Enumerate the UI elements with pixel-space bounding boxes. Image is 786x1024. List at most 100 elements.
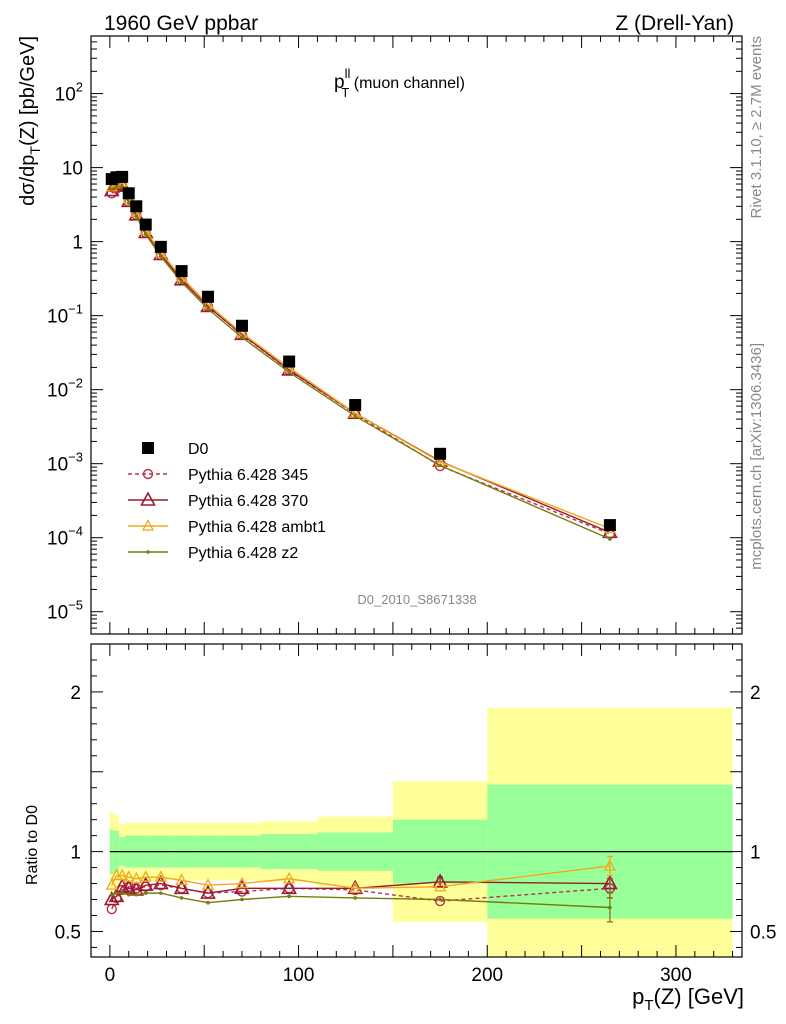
analysis-id: D0_2010_S8671338 <box>357 592 476 607</box>
data-marker <box>281 879 297 895</box>
data-marker <box>130 200 143 213</box>
data-marker <box>139 870 152 882</box>
legend: D0 Pythia 6.428 345 Pythia 6.428 370 Pythia… <box>128 441 326 562</box>
ratio-y-tick-label: 2 <box>70 683 81 704</box>
series-line <box>111 183 611 534</box>
series-p345 <box>106 179 616 539</box>
data-marker <box>438 897 442 902</box>
legend-label: Pythia 6.428 370 <box>188 493 308 510</box>
legend-item-p370: Pythia 6.428 370 <box>128 491 308 510</box>
data-marker <box>116 868 129 881</box>
data-marker <box>201 878 215 890</box>
x-tick-label: 0 <box>105 965 116 986</box>
data-marker <box>141 519 155 531</box>
y-tick-label: 10−4 <box>47 524 83 550</box>
data-marker <box>235 319 248 332</box>
data-marker <box>114 185 119 189</box>
series-line <box>111 884 610 910</box>
data-marker <box>126 892 131 897</box>
header-right: Z (Drell-Yan) <box>615 12 734 35</box>
series-line <box>111 865 610 890</box>
plot-title: pll T (muon channel) <box>334 66 465 100</box>
data-marker <box>353 414 357 418</box>
ratio-y-axis-label: Ratio to D0 <box>24 805 41 885</box>
data-marker <box>114 891 119 895</box>
data-marker <box>434 879 447 892</box>
main-y-axis-label: dσ/dpT(Z) [pb/GeV] <box>17 36 43 206</box>
data-marker <box>140 491 156 506</box>
series-z2 <box>109 185 612 541</box>
data-marker <box>116 170 129 183</box>
y-tick-label: 102 <box>55 80 83 106</box>
x-axis-label: pT(Z) [GeV] <box>632 984 744 1014</box>
series-data <box>105 170 616 532</box>
data-marker <box>235 876 249 889</box>
data-marker <box>142 468 154 480</box>
data-marker <box>143 891 148 895</box>
data-marker <box>206 307 210 311</box>
data-marker <box>122 870 135 882</box>
rivet-version-label: Rivet 3.1.10, ≥ 2.7M events <box>748 36 765 219</box>
legend-label: Pythia 6.428 z2 <box>188 545 298 562</box>
data-marker <box>126 201 131 206</box>
data-marker <box>283 871 296 884</box>
data-marker <box>240 335 244 340</box>
mcplots-label: mcplots.cern.ch [arXiv:1306.3436] <box>748 343 765 570</box>
data-marker <box>105 878 118 890</box>
legend-item-z2: Pythia 6.428 z2 <box>128 545 298 562</box>
data-marker <box>159 891 163 895</box>
ratio-y-tick-label-right: 0.5 <box>750 922 776 943</box>
data-marker <box>154 240 167 253</box>
data-marker <box>109 187 114 192</box>
data-marker <box>137 876 154 891</box>
data-marker <box>146 550 150 554</box>
ratio-y-tick-label: 0.5 <box>55 922 81 943</box>
series-z2 <box>109 891 612 910</box>
series-ambt1 <box>105 175 616 534</box>
y-tick-label: 10−5 <box>47 598 83 624</box>
data-marker <box>173 879 190 895</box>
data-marker <box>134 892 139 897</box>
data-marker <box>103 890 120 906</box>
x-tick-label: 200 <box>471 965 503 986</box>
data-marker <box>434 447 447 460</box>
data-marker <box>201 290 214 303</box>
data-marker <box>287 894 291 899</box>
data-marker <box>353 896 357 900</box>
data-marker <box>159 254 163 259</box>
data-marker <box>134 214 139 219</box>
header-left: 1960 GeV ppbar <box>104 12 258 35</box>
data-marker <box>130 871 143 884</box>
y-tick-label: 1 <box>72 233 83 254</box>
ratio-y-tick-label: 1 <box>70 843 81 864</box>
data-marker <box>109 892 114 897</box>
y-tick-label: 10−3 <box>47 450 83 476</box>
legend-label: Pythia 6.428 345 <box>188 467 308 484</box>
data-marker <box>175 265 188 278</box>
data-marker <box>349 399 362 412</box>
data-marker <box>603 519 616 532</box>
y-tick-label: 10−2 <box>47 376 83 402</box>
y-tick-label: 10 <box>62 159 83 180</box>
legend-item-p345: Pythia 6.428 345 <box>128 467 308 484</box>
ratio-frame <box>90 643 743 958</box>
data-marker <box>434 895 446 907</box>
x-tick-label: 300 <box>660 965 692 986</box>
legend-item-data: D0 <box>142 441 209 458</box>
series-line <box>111 181 611 530</box>
data-marker <box>347 404 364 420</box>
data-marker <box>608 537 612 541</box>
data-marker <box>438 463 442 468</box>
series-line <box>111 184 611 535</box>
data-marker <box>139 218 152 231</box>
ratio-y-tick-label-right: 2 <box>750 683 761 704</box>
data-marker <box>154 870 167 882</box>
data-marker <box>142 442 154 454</box>
legend-label: Pythia 6.428 ambt1 <box>188 519 326 536</box>
legend-label: D0 <box>188 441 209 458</box>
series-p370 <box>103 175 618 539</box>
data-marker <box>200 884 216 899</box>
data-marker <box>179 280 184 284</box>
y-tick-label: 10−1 <box>47 302 83 328</box>
